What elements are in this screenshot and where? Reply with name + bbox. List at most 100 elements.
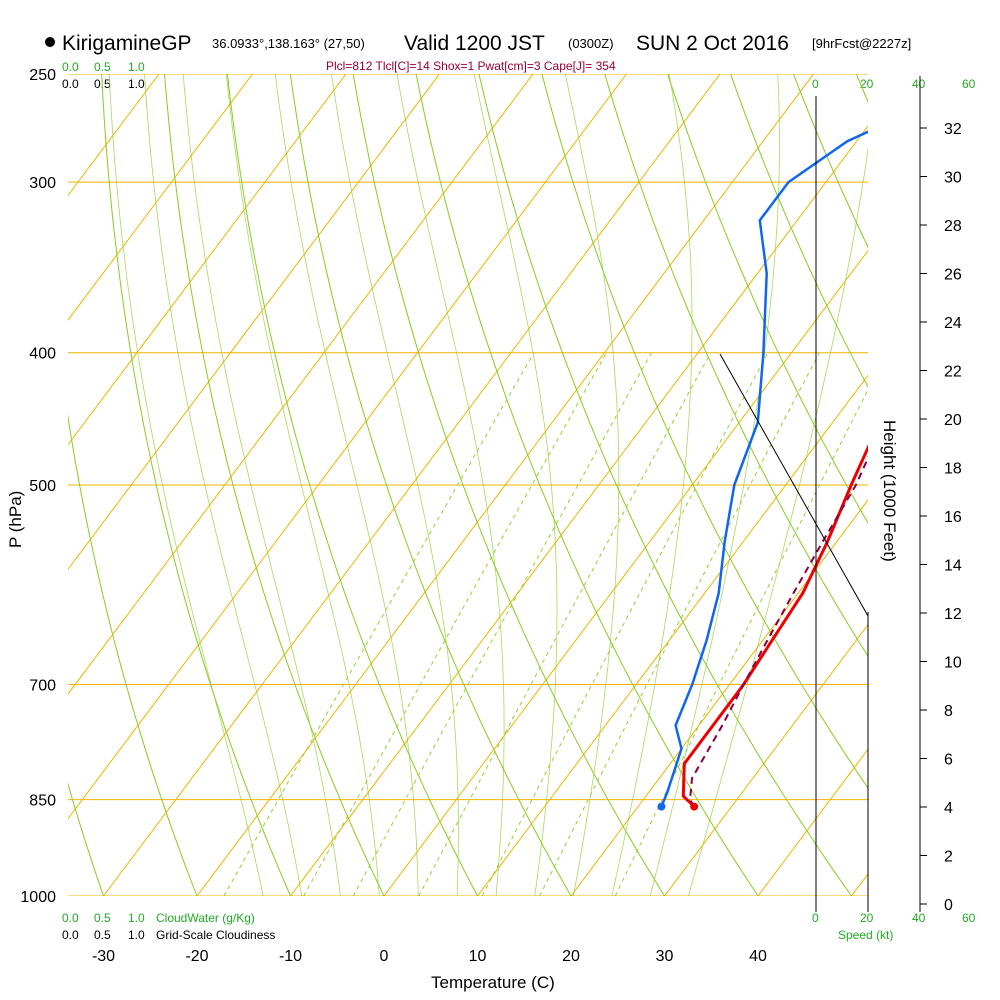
- height-tick-label: 14: [944, 558, 962, 575]
- cloudwater-tick: 0.5: [94, 911, 111, 925]
- cloudwater-tick: 0.0: [62, 60, 79, 74]
- speed-tick: 20: [860, 77, 874, 91]
- pressure-tick-label: 700: [29, 678, 56, 695]
- moist-adiabat-line: [396, 74, 505, 896]
- temperature-line: [681, 444, 868, 808]
- height-axis-title: Height (1000 Feet): [880, 420, 899, 562]
- mixing-ratio-line: [223, 352, 535, 896]
- isotherm-line: [68, 74, 254, 321]
- isotherm-line: [757, 748, 868, 896]
- temperature-tick-label: -30: [92, 948, 115, 965]
- y-axis-title: P (hPa): [6, 491, 25, 548]
- temperature-tick-label: 10: [469, 948, 487, 965]
- dry-adiabat-line: [0, 0, 19, 925]
- speed-tick: 60: [962, 911, 976, 925]
- pressure-tick-label: 250: [29, 67, 56, 84]
- isotherm-line: [663, 623, 868, 896]
- temperature-tick-label: -10: [279, 948, 302, 965]
- height-tick-label: 2: [944, 849, 953, 866]
- speed-tick: 20: [860, 911, 874, 925]
- valid-label: Valid 1200 JST: [404, 32, 545, 55]
- cloudiness-tick: 1.0: [128, 928, 145, 942]
- temperature-tick-label: 0: [380, 948, 389, 965]
- dry-adiabat-line: [163, 74, 385, 896]
- speed-tick: 40: [912, 911, 926, 925]
- pressure-tick-label: 300: [29, 175, 56, 192]
- moist-adiabat-line: [330, 74, 459, 896]
- speed-tick: 0: [812, 77, 819, 91]
- mixing-ratio-line: [539, 352, 820, 896]
- moist-adiabat-line: [108, 74, 264, 896]
- speed-tick: 60: [962, 77, 976, 91]
- isotherm-line: [383, 249, 868, 896]
- isotherm-line: [68, 74, 441, 571]
- station-name: KirigamineGP: [62, 32, 192, 55]
- height-tick-label: 12: [944, 606, 962, 623]
- mixing-ratio-line: [614, 388, 868, 896]
- speed-label: Speed (kt): [838, 928, 893, 942]
- cloudiness-tick: 0.0: [62, 77, 79, 91]
- dry-adiabat-line: [226, 74, 479, 896]
- temperature-tick-label: 20: [562, 948, 580, 965]
- forecast-info: [9hrFcst@2227z]: [812, 36, 911, 51]
- dry-adiabat-line: [541, 74, 868, 790]
- stability-indices: Plcl=812 Tlcl[C]=14 Shox=1 Pwat[cm]=3 Ca…: [326, 59, 616, 73]
- height-tick-label: 24: [944, 315, 962, 332]
- moist-adiabat-line: [473, 74, 558, 896]
- height-tick-label: 6: [944, 752, 953, 769]
- temperature-tick-label: -20: [185, 948, 208, 965]
- cloudwater-tick: 0.0: [62, 911, 79, 925]
- speed-scale-bottom: 0 20 40 60 Speed (kt): [812, 911, 976, 942]
- cloudiness-tick: 0.5: [94, 928, 111, 942]
- pressure-tick-label: 400: [29, 346, 56, 363]
- isotherm-line: [476, 374, 868, 896]
- isotherm-line: [196, 74, 815, 896]
- surface-dewpoint-point: [657, 802, 666, 811]
- moist-adiabat-line: [144, 74, 303, 896]
- isotherm-line: [68, 74, 628, 820]
- dry-adiabat-line: [984, 0, 1000, 925]
- grid-layer: [0, 0, 1000, 925]
- isotherm-line: [68, 74, 534, 695]
- cloud-scale-top: 0.0 0.5 1.0 0.0 0.5 1.0: [62, 60, 145, 91]
- speed-tick: 40: [912, 77, 926, 91]
- dry-adiabat-line: [730, 74, 868, 388]
- isotherm-line: [570, 499, 868, 896]
- surface-temperature-point: [690, 802, 699, 811]
- cloudiness-label: Grid-Scale Cloudiness: [156, 928, 275, 942]
- isotherm-line: [68, 74, 347, 446]
- dry-adiabat-line: [855, 74, 868, 103]
- temperature-tick-label: 30: [656, 948, 674, 965]
- height-tick-label: 4: [944, 800, 953, 817]
- pressure-tick-label: 1000: [20, 889, 56, 906]
- data-layer: [657, 130, 868, 811]
- moist-adiabat-line: [182, 74, 341, 896]
- station-location: 36.0933°,138.163° (27,50): [212, 36, 365, 51]
- dry-adiabat-line: [352, 74, 666, 896]
- isotherm-line: [289, 125, 868, 896]
- moist-adiabat-line: [649, 74, 780, 896]
- parcel-line: [688, 455, 868, 808]
- height-tick-label: 32: [944, 121, 962, 138]
- moist-adiabat-line: [611, 74, 693, 896]
- station-marker-icon: [45, 37, 55, 47]
- pressure-tick-label: 850: [29, 793, 56, 810]
- dry-adiabat-line: [68, 782, 105, 896]
- height-tick-label: 30: [944, 170, 962, 187]
- isotherm-line: [68, 74, 160, 197]
- mixing-ratio-line: [352, 352, 652, 896]
- height-tick-label: 18: [944, 461, 962, 478]
- speed-tick: 0: [812, 911, 819, 925]
- dry-adiabat-line: [604, 74, 868, 658]
- height-tick-label: 28: [944, 218, 962, 235]
- dry-adiabat-line: [289, 74, 572, 896]
- height-tick-label: 26: [944, 267, 962, 284]
- dry-adiabat-line: [415, 74, 759, 896]
- cloud-scale-bottom: 0.0 0.5 1.0 CloudWater (g/Kg) 0.0 0.5 1.…: [62, 911, 275, 942]
- height-tick-label: 10: [944, 655, 962, 672]
- height-tick-label: 0: [944, 897, 953, 914]
- mixing-ratio-line: [418, 352, 712, 896]
- dry-adiabat-line: [792, 74, 868, 249]
- x-axis-title: Temperature (C): [431, 973, 555, 992]
- isotherm-line: [0, 0, 165, 925]
